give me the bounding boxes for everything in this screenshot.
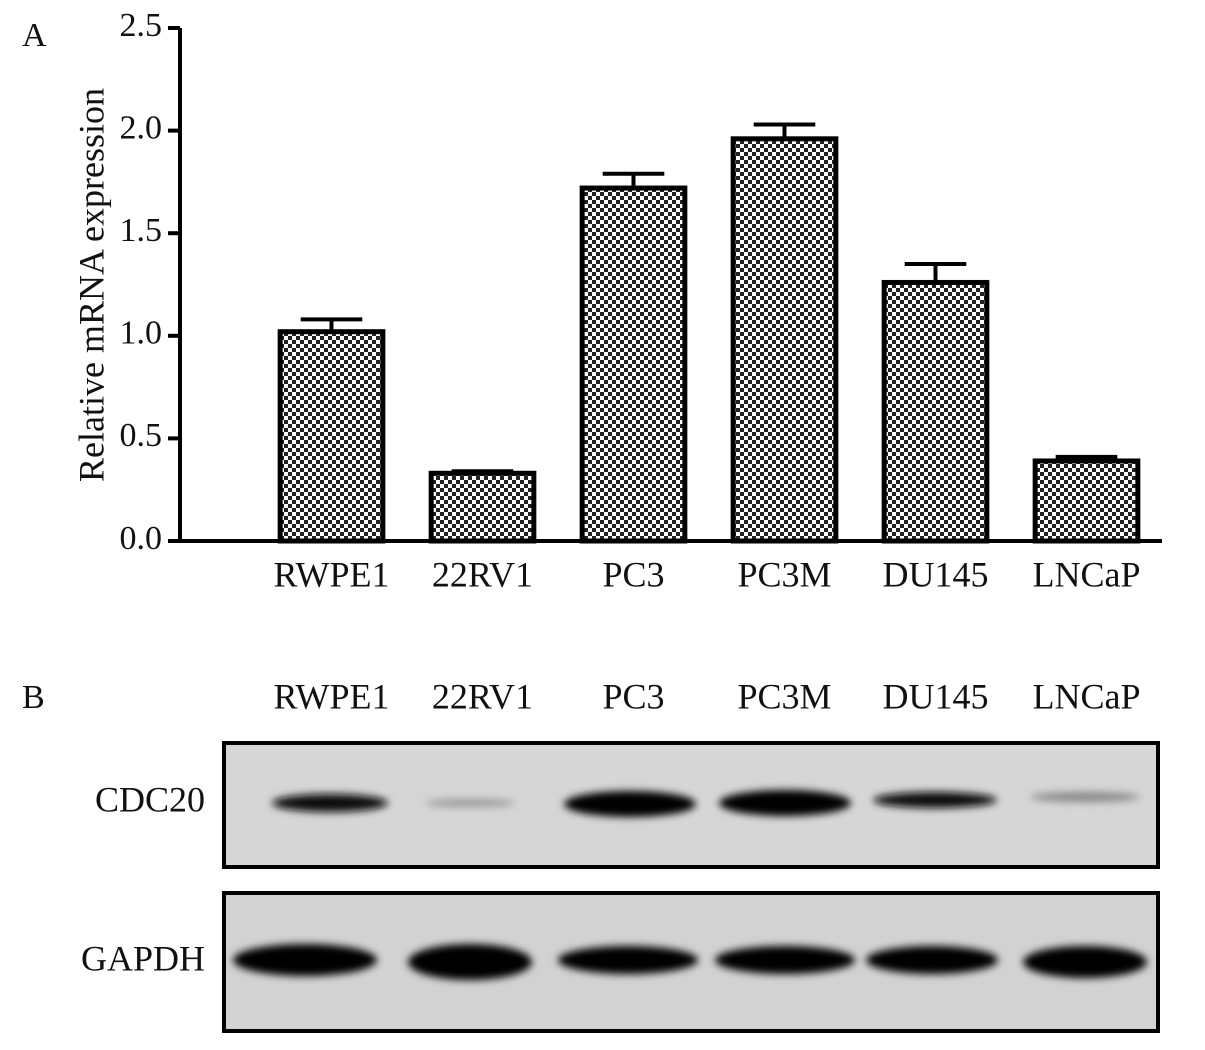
x-tick-label: LNCaP [1033, 554, 1141, 594]
band [425, 799, 515, 807]
row-label: CDC20 [95, 779, 205, 819]
band [408, 944, 532, 980]
y-tick-label: 0.5 [120, 417, 163, 454]
y-axis-label: Relative mRNA expression [71, 88, 111, 482]
lane-label: DU145 [883, 676, 989, 716]
y-tick-label: 2.0 [120, 109, 163, 146]
bar [579, 185, 688, 544]
lane-label: 22RV1 [432, 676, 533, 716]
lane-label: RWPE1 [273, 676, 389, 716]
row-label: GAPDH [81, 938, 205, 978]
x-tick-label: PC3M [737, 554, 831, 594]
y-tick-label: 1.5 [120, 212, 163, 249]
band [564, 791, 696, 817]
band [558, 946, 698, 974]
bands [233, 790, 1147, 980]
band [1030, 792, 1140, 802]
lane-label: PC3 [602, 676, 664, 716]
y-tick-label: 2.5 [120, 7, 163, 44]
bar [1032, 458, 1141, 544]
band [715, 946, 855, 974]
x-tick-label: 22RV1 [432, 554, 533, 594]
lane-label: PC3M [737, 676, 831, 716]
y-tick-label: 1.0 [120, 315, 163, 352]
bar [730, 136, 839, 544]
bar [428, 470, 537, 544]
band [866, 946, 998, 974]
x-tick-label: PC3 [602, 554, 664, 594]
lane-label: LNCaP [1033, 676, 1141, 716]
y-tick-label: 0.0 [120, 520, 163, 557]
panel-label: B [22, 679, 45, 716]
x-tick-label: DU145 [883, 554, 989, 594]
band [873, 792, 997, 808]
band [1023, 946, 1147, 978]
bar [881, 279, 990, 544]
panel-label: A [22, 17, 47, 54]
x-tick-label: RWPE1 [273, 554, 389, 594]
band [272, 794, 388, 812]
bar [277, 329, 386, 544]
band [233, 944, 377, 976]
band [719, 790, 851, 816]
